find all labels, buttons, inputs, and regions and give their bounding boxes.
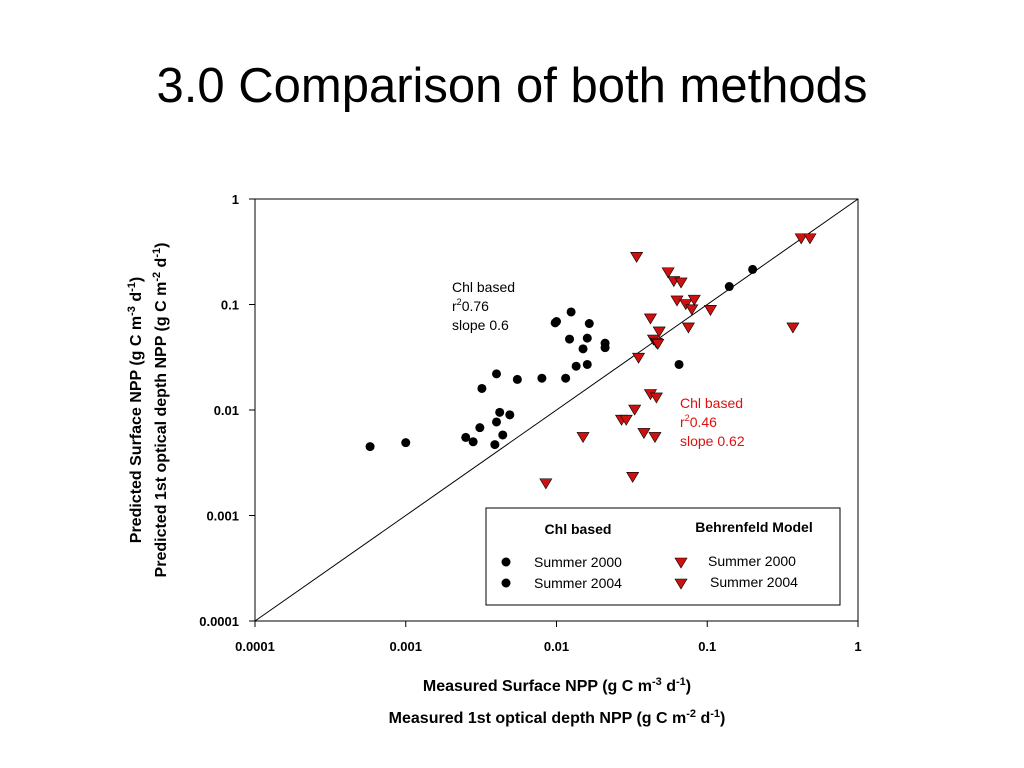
legend: Chl based Behrenfeld Model Summer 2000 S… <box>485 507 841 606</box>
behrenfeld-point <box>628 404 642 416</box>
behrenfeld-point <box>661 267 675 279</box>
behrenfeld-point <box>576 432 590 443</box>
behrenfeld-point <box>674 277 688 289</box>
chl-based-point <box>512 374 522 384</box>
legend-label-behrenfeld-2000: Summer 2000 <box>708 553 796 569</box>
annotation-chl-slope: slope 0.6 <box>452 317 509 333</box>
chl-based-point <box>552 317 561 327</box>
legend-marker-behrenfeld-2004 <box>674 578 688 590</box>
legend-label-chl-2000: Summer 2000 <box>534 554 622 570</box>
x-tick-label: 0.01 <box>544 639 569 654</box>
x-tick-label: 0.001 <box>389 639 422 654</box>
behrenfeld-point <box>649 392 663 404</box>
chl-based-point <box>582 333 592 343</box>
behrenfeld-point <box>630 252 644 263</box>
annotation-chl: Chl based r20.76 slope 0.6 <box>452 279 515 333</box>
behrenfeld-point <box>643 313 657 325</box>
y-tick-label: 0.01 <box>214 403 239 418</box>
x-tick-label: 0.0001 <box>235 639 275 654</box>
behrenfeld-point <box>637 428 651 439</box>
chl-based-point <box>578 344 588 354</box>
legend-marker-chl-2004 <box>501 578 511 588</box>
y-tick-label: 1 <box>232 192 239 207</box>
behrenfeld-point <box>626 472 640 483</box>
legend-label-chl-2004: Summer 2004 <box>534 575 622 591</box>
chl-based-point <box>498 430 508 440</box>
behrenfeld-point <box>652 326 666 338</box>
legend-marker-behrenfeld-2000 <box>674 557 688 569</box>
legend-label-behrenfeld-2004: Summer 2004 <box>710 574 798 590</box>
behrenfeld-point <box>685 304 699 316</box>
x-axis-title-line2: Measured 1st optical depth NPP (g C m-2 … <box>389 708 726 727</box>
chl-based-point <box>468 437 478 447</box>
behrenfeld-point <box>670 295 684 307</box>
chl-based-point <box>505 410 515 420</box>
chl-based-point <box>495 407 505 417</box>
x-tick-label: 1 <box>854 639 861 654</box>
chl-based-point <box>674 359 684 369</box>
legend-header-behrenfeld: Behrenfeld Model <box>695 519 812 535</box>
chl-based-point <box>461 432 471 442</box>
chl-based-point <box>492 369 502 379</box>
y-tick-label: 0.0001 <box>199 614 239 629</box>
one-to-one-line <box>254 198 859 622</box>
chl-based-point <box>490 440 500 450</box>
slide-title: 3.0 Comparison of both methods <box>156 59 868 113</box>
y-axis-ticks: 0.0001 0.001 0.01 0.1 1 <box>199 192 255 629</box>
behrenfeld-point <box>681 322 695 334</box>
chl-based-point <box>477 383 487 393</box>
annotation-behrenfeld: Chl based r20.46 slope 0.62 <box>680 395 745 449</box>
behrenfeld-point <box>631 352 646 364</box>
behrenfeld-point <box>619 414 633 426</box>
behrenfeld-point <box>679 299 693 311</box>
chl-based-point <box>566 307 576 317</box>
behrenfeld-series <box>539 233 817 490</box>
behrenfeld-point <box>786 322 800 334</box>
chl-based-point <box>537 373 547 383</box>
legend-frame <box>485 507 841 606</box>
x-axis-ticks: 0.0001 0.001 0.01 0.1 1 <box>235 621 862 654</box>
y-tick-label: 0.1 <box>221 298 239 313</box>
x-axis-title-line1: Measured Surface NPP (g C m-3 d-1) <box>423 676 691 695</box>
chl-based-point <box>561 373 571 383</box>
chl-based-point <box>475 423 485 433</box>
annotation-behrenfeld-slope: slope 0.62 <box>680 433 745 449</box>
chl-based-series <box>365 264 758 452</box>
behrenfeld-point <box>703 305 717 316</box>
behrenfeld-point <box>648 432 662 443</box>
y-axis-title-line1: Predicted Surface NPP (g C m-3 d-1) <box>126 277 145 543</box>
annotation-chl-title: Chl based <box>452 279 515 295</box>
annotation-behrenfeld-r2: r20.46 <box>680 413 717 430</box>
chl-based-point <box>600 338 610 348</box>
behrenfeld-point <box>539 478 553 490</box>
y-axis-title-line2: Predicted 1st optical depth NPP (g C m-2… <box>151 243 170 578</box>
chl-based-point <box>582 359 592 369</box>
chl-based-point <box>365 442 375 452</box>
y-tick-label: 0.001 <box>206 509 239 524</box>
behrenfeld-point <box>651 338 665 350</box>
chl-based-point <box>584 319 594 329</box>
behrenfeld-point <box>803 233 817 245</box>
x-tick-label: 0.1 <box>698 639 716 654</box>
legend-marker-chl-2000 <box>501 557 511 567</box>
chl-based-point <box>724 282 734 292</box>
behrenfeld-point <box>687 294 701 306</box>
legend-header-chl: Chl based <box>545 521 612 537</box>
chl-based-point <box>748 264 758 274</box>
behrenfeld-point <box>794 233 808 245</box>
chl-based-point <box>492 417 502 427</box>
chl-based-point <box>565 334 575 344</box>
annotation-behrenfeld-title: Chl based <box>680 395 743 411</box>
annotation-chl-r2: r20.76 <box>452 297 489 314</box>
chl-based-point <box>571 361 581 371</box>
chl-based-point <box>401 438 411 448</box>
